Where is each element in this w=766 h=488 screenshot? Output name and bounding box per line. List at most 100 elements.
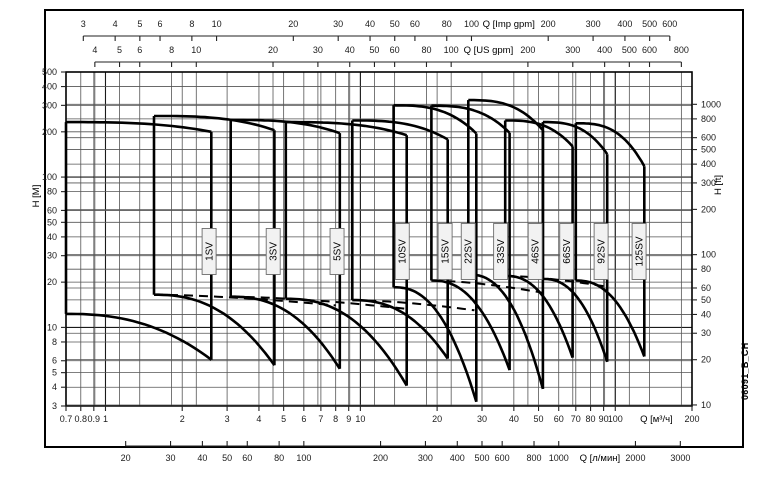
axis-tick-label: 80 [274,453,284,463]
axis-tick-label: 500 [42,67,57,77]
pump-label-33sv[interactable]: 33SV [493,223,509,280]
axis-tick-label: 400 [701,159,716,169]
envelope-top-curve [154,114,275,132]
axis-tick-label: 50 [47,217,57,227]
axis-tick-label: 400 [450,453,465,463]
pump-label-box[interactable] [493,223,509,280]
pump-label-box[interactable] [265,228,281,275]
axis-tick-label: 800 [527,453,542,463]
overlap-trend-dashed [431,279,544,294]
axis-tick-label: 50 [534,414,544,424]
axis-tick-label: 8 [169,45,174,55]
pump-envelope [430,100,511,371]
axis-tick-label: 300 [418,453,433,463]
pump-label-92sv[interactable]: 92SV [593,223,609,280]
pump-label-box[interactable] [631,223,647,280]
axis-tick-label: 60 [701,283,711,293]
envelope-bottom-curve [66,312,213,361]
axis-tick-label: 40 [509,414,519,424]
pump-label-1sv[interactable]: 1SV [201,228,217,275]
axis-tick-label: 100 [296,453,311,463]
axis-imp-gpm: 3 4 5 6 8 10 20 30 40 50 60 80 100 200 300 400 500 600 Q [… [81,19,677,41]
axis-tick-label: 5 [117,45,122,55]
pump-label-box[interactable] [437,223,453,280]
axis-tick-label: 400 [42,82,57,92]
axis-tick-label: 30 [333,19,343,29]
pump-label-5sv[interactable]: 5SV [329,228,345,275]
pump-label-text: 125SV [634,236,645,266]
axis-tick-label: 10 [47,322,57,332]
axis-tick-label: 5 [137,19,142,29]
envelope-bottom-curve [542,277,609,363]
pump-label-box[interactable] [559,223,575,280]
axis-tick-label: 20 [268,45,278,55]
axis-tick-label: 40 [197,453,207,463]
pump-label-3sv[interactable]: 3SV [265,228,281,275]
axis-tick-label: 60 [410,19,420,29]
axis-tick-label: 40 [345,45,355,55]
axis-tick-label: 3 [81,19,86,29]
axis-tick-label: 500 [474,453,489,463]
axis-tick-label: 4 [113,19,118,29]
envelope-bottom-curve [575,279,646,357]
axis-tick-label: 8 [52,337,57,347]
axis-tick-label: 8 [189,19,194,29]
axis-tick-label: 600 [701,133,716,143]
axis-tick-label: 10 [701,400,711,410]
axis-tick-label: 80 [701,264,711,274]
pump-label-box[interactable] [394,223,410,280]
pump-envelope [392,104,478,403]
axis-tick-label: 4 [92,45,97,55]
pump-envelopes [64,98,646,403]
axis-tick-label: 30 [47,251,57,261]
envelope-top-curve [230,118,341,135]
pump-label-box[interactable] [460,223,476,280]
axis-tick-label: 80 [442,19,452,29]
axis-tick-label: 80 [421,45,431,55]
envelope-top-curve [431,104,511,134]
pump-label-text: 3SV [269,242,280,261]
pump-label-text: 46SV [531,239,542,264]
axis-tick-label: 80 [586,414,596,424]
pump-label-text: 5SV [332,242,343,261]
axis-tick-label: 100 [701,250,716,260]
axis-tick-label: 80 [47,187,57,197]
axis-tick-label: 500 [622,45,637,55]
pump-label-46sv[interactable]: 46SV [527,223,543,280]
axis-tick-label: 5 [281,414,286,424]
axis-tick-label: 20 [288,19,298,29]
axis-tick-label: 0.9 [88,414,101,424]
pump-label-box[interactable] [329,228,345,275]
pump-label-box[interactable] [593,223,609,280]
axis-tick-label: 0.8 [75,414,88,424]
pump-label-text: 33SV [496,239,507,264]
axis-name: H [ft] [713,175,724,195]
axis-name: Q [US gpm] [464,45,514,56]
axis-tick-label: 60 [554,414,564,424]
pump-label-66sv[interactable]: 66SV [559,223,575,280]
envelope-top-curve [285,120,408,137]
pump-label-125sv[interactable]: 125SV [631,223,647,280]
axis-tick-label: 0.7 [60,414,73,424]
axis-tick-label: 600 [642,45,657,55]
pump-label-box[interactable] [201,228,217,275]
pump-label-15sv[interactable]: 15SV [437,223,453,280]
envelope-bottom-curve [468,273,545,390]
envelope-bottom-curve [431,279,511,371]
axis-tick-label: 5 [52,368,57,378]
pump-label-10sv[interactable]: 10SV [394,223,410,280]
pump-label-22sv[interactable]: 22SV [460,223,476,280]
axis-tick-label: 70 [571,414,581,424]
axis-tick-label: 200 [701,204,716,214]
axis-tick-label: 300 [565,45,580,55]
axis-tick-label: 50 [701,295,711,305]
pump-label-box[interactable] [527,223,543,280]
pump-label-text: 1SV [205,242,216,261]
axis-tick-label: 20 [47,277,57,287]
axis-h-m: 3 4 5 6 8 10 20 30 40 50 60 80 100 200 300 400 500 H [M] [31,67,66,411]
axis-tick-label: 500 [642,19,657,29]
axis-tick-label: 100 [444,45,459,55]
envelope-bottom-curve [154,293,276,367]
axis-tick-label: 30 [313,45,323,55]
